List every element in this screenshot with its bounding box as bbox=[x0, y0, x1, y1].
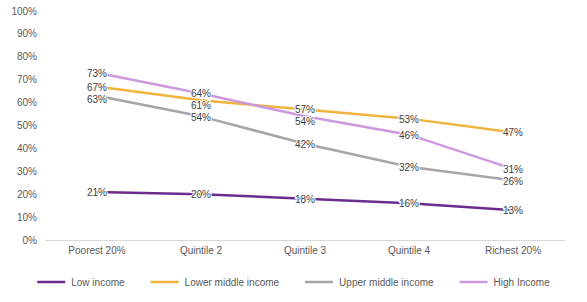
legend: Low income Lower middle income Upper middl… bbox=[37, 277, 550, 288]
legend-swatch bbox=[460, 281, 488, 284]
data-label: 31% bbox=[503, 164, 523, 175]
x-tick-label: Quintile 4 bbox=[388, 245, 431, 256]
series-line bbox=[97, 192, 513, 210]
data-label: 61% bbox=[191, 100, 211, 111]
data-label: 53% bbox=[399, 114, 419, 125]
y-tick-label: 60% bbox=[17, 97, 37, 108]
data-label: 13% bbox=[503, 205, 523, 216]
y-tick-label: 90% bbox=[17, 28, 37, 39]
data-label: 20% bbox=[191, 189, 211, 200]
data-label: 54% bbox=[191, 112, 211, 123]
legend-swatch bbox=[37, 281, 65, 284]
series-line bbox=[97, 87, 513, 133]
y-tick-label: 10% bbox=[17, 212, 37, 223]
data-label: 18% bbox=[295, 194, 315, 205]
x-tick-label: Quintile 2 bbox=[180, 245, 223, 256]
x-tick-label: Richest 20% bbox=[485, 245, 541, 256]
legend-swatch bbox=[305, 281, 333, 284]
data-label: 16% bbox=[399, 198, 419, 209]
data-label: 47% bbox=[503, 127, 523, 138]
y-tick-label: 50% bbox=[17, 120, 37, 131]
data-label: 54% bbox=[295, 116, 315, 127]
data-label: 26% bbox=[503, 176, 523, 187]
legend-label: Upper middle income bbox=[339, 277, 434, 288]
x-axis-line bbox=[45, 240, 565, 241]
y-tick-label: 0% bbox=[23, 235, 38, 246]
data-label: 63% bbox=[87, 94, 107, 105]
data-label: 32% bbox=[399, 162, 419, 173]
series-line bbox=[97, 73, 513, 169]
y-tick-label: 40% bbox=[17, 143, 37, 154]
legend-label: High Income bbox=[494, 277, 551, 288]
legend-swatch bbox=[151, 281, 179, 284]
y-tick-label: 30% bbox=[17, 166, 37, 177]
y-tick-label: 70% bbox=[17, 74, 37, 85]
x-tick-label: Quintile 3 bbox=[284, 245, 327, 256]
legend-label: Low income bbox=[71, 277, 125, 288]
legend-label: Lower middle income bbox=[185, 277, 280, 288]
y-tick-label: 80% bbox=[17, 51, 37, 62]
data-label: 46% bbox=[399, 130, 419, 141]
data-label: 67% bbox=[87, 82, 107, 93]
series-group bbox=[97, 73, 513, 210]
data-label: 73% bbox=[87, 68, 107, 79]
y-tick-label: 20% bbox=[17, 189, 37, 200]
data-label: 42% bbox=[295, 139, 315, 150]
y-tick-label: 100% bbox=[11, 6, 37, 17]
data-label: 57% bbox=[295, 104, 315, 115]
data-label: 64% bbox=[191, 88, 211, 99]
data-label: 21% bbox=[87, 187, 107, 198]
chart: 0% 10% 20% 30% 40% 50% 60% 70% 80% 90% 100% Poorest… bbox=[0, 0, 587, 302]
series-line bbox=[97, 96, 513, 181]
x-tick-label: Poorest 20% bbox=[68, 245, 125, 256]
